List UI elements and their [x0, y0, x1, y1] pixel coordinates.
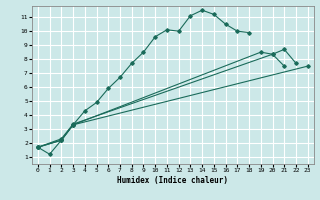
- X-axis label: Humidex (Indice chaleur): Humidex (Indice chaleur): [117, 176, 228, 185]
